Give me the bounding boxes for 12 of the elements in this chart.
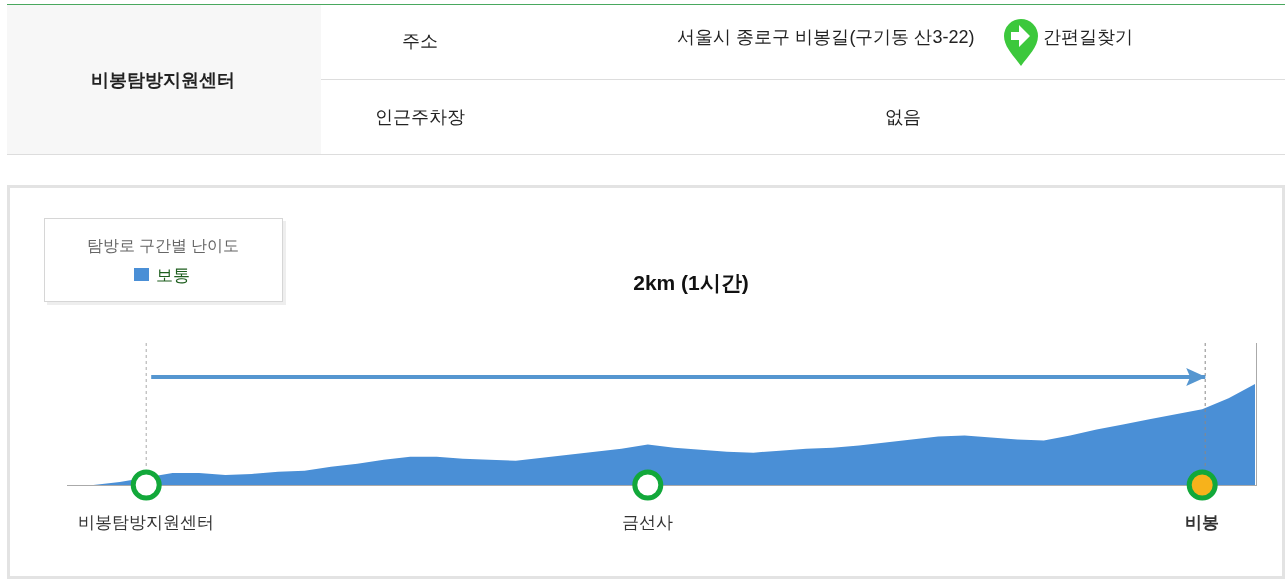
text: 없음 — [885, 107, 921, 127]
text: 간편길찾기 — [1043, 27, 1133, 47]
x-tick-label: 비봉탐방지원센터 — [78, 513, 215, 532]
text: 비봉탐방지원센터 — [91, 70, 235, 90]
text: 인근주차장 — [375, 107, 465, 127]
text: 서울시 종로구 비봉길(구기동 산3-22) — [677, 27, 975, 47]
x-tick-label: 금선사 — [622, 513, 674, 532]
legend-label: 보통 — [156, 266, 190, 285]
text: 주소 — [402, 31, 438, 51]
chart-title: 2km (1시간) — [633, 271, 749, 294]
legend-title: 탐방로 구간별 난이도 — [86, 237, 240, 254]
x-tick-label: 비봉 — [1185, 513, 1220, 532]
